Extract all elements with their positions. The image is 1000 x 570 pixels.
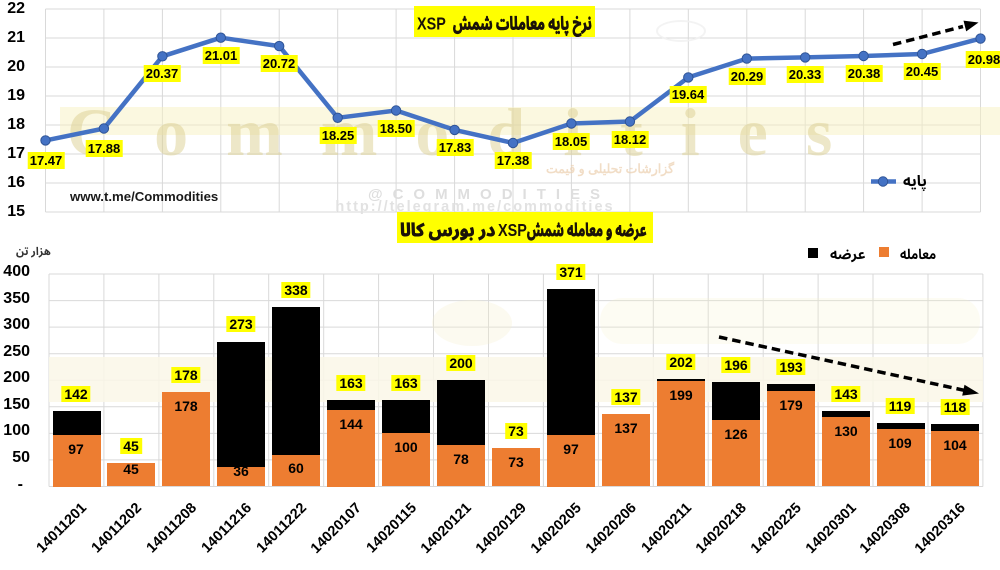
svg-text:XSP: XSP	[498, 221, 527, 241]
svg-text:XSP: XSP	[417, 14, 446, 34]
